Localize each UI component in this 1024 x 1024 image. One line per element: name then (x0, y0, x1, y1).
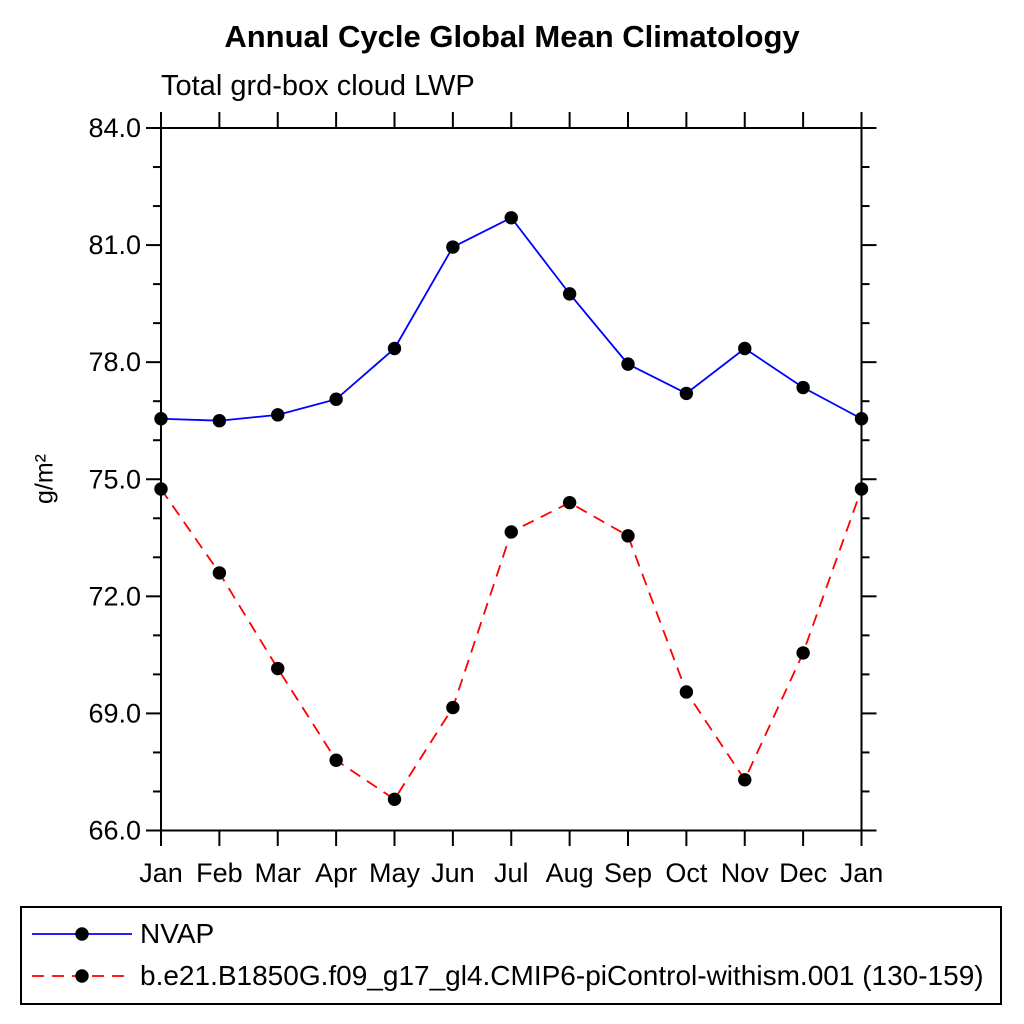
x-axis-month-label: Jul (494, 858, 529, 888)
legend-item-nvap: NVAP (30, 918, 215, 949)
data-point-marker (329, 753, 343, 767)
data-point-marker (271, 661, 285, 676)
data-point-marker (562, 495, 577, 510)
data-point-marker (679, 386, 694, 401)
x-axis-month-label: Oct (665, 858, 708, 888)
data-point-marker (562, 287, 577, 301)
data-point-marker (738, 773, 752, 787)
x-axis-month-label: Apr (315, 858, 357, 888)
x-axis-month-label: Jun (431, 858, 475, 888)
data-point-marker (212, 414, 227, 428)
chart-title: Annual Cycle Global Mean Climatology (224, 19, 800, 54)
x-axis-month-label: Sep (604, 858, 652, 888)
y-axis-tick-label: 66.0 (88, 816, 141, 846)
y-axis-tick-label: 72.0 (88, 581, 141, 611)
x-axis-month-label: Feb (196, 858, 243, 888)
x-axis-month-label: Aug (546, 858, 594, 888)
chart-subtitle: Total grd-box cloud LWP (161, 70, 475, 102)
y-axis-tick-label: 81.0 (88, 230, 141, 260)
y-axis-tick-label: 78.0 (88, 347, 141, 377)
data-point-marker (154, 412, 168, 426)
data-point-marker (387, 341, 402, 356)
model-line-sample (32, 969, 132, 983)
data-point-marker (154, 482, 168, 496)
legend-label-model: b.e21.B1850G.f09_g17_gl4.CMIP6-piControl… (140, 960, 984, 991)
nvap-series-line (160, 216, 862, 422)
x-axis-month-label: May (369, 858, 421, 888)
y-axis-tick-label: 69.0 (88, 698, 141, 728)
data-point-marker (796, 646, 810, 660)
data-point-marker (504, 525, 518, 539)
data-point-marker (679, 685, 694, 699)
x-axis-month-label: Dec (779, 858, 827, 888)
data-point-marker (387, 792, 402, 806)
y-axis-tick-label: 75.0 (88, 464, 141, 494)
x-axis-month-label: Nov (721, 858, 770, 888)
data-point-marker (854, 412, 869, 426)
data-point-marker (854, 482, 869, 496)
plot-frame (160, 127, 863, 832)
data-point-marker (796, 380, 810, 395)
data-point-marker (212, 566, 227, 580)
data-point-marker (446, 240, 460, 254)
x-axis-month-label: Jan (840, 858, 884, 888)
legend-item-model: b.e21.B1850G.f09_g17_gl4.CMIP6-piControl… (30, 960, 984, 991)
data-point-marker (621, 529, 635, 543)
data-point-marker (446, 700, 460, 715)
legend-box: NVAP b.e21.B1850G.f09_g17_gl4.CMIP6-piCo… (20, 906, 1002, 1005)
data-point-marker (504, 211, 518, 225)
data-point-marker (621, 357, 635, 371)
x-axis-month-label: Mar (255, 858, 302, 888)
legend-label-nvap: NVAP (140, 918, 215, 949)
data-point-marker (329, 392, 343, 406)
nvap-line-sample (32, 927, 132, 941)
x-axis-month-label: Jan (139, 858, 183, 888)
data-point-marker (271, 408, 285, 422)
data-point-marker (738, 341, 752, 356)
y-axis-tick-label: 84.0 (88, 113, 141, 143)
